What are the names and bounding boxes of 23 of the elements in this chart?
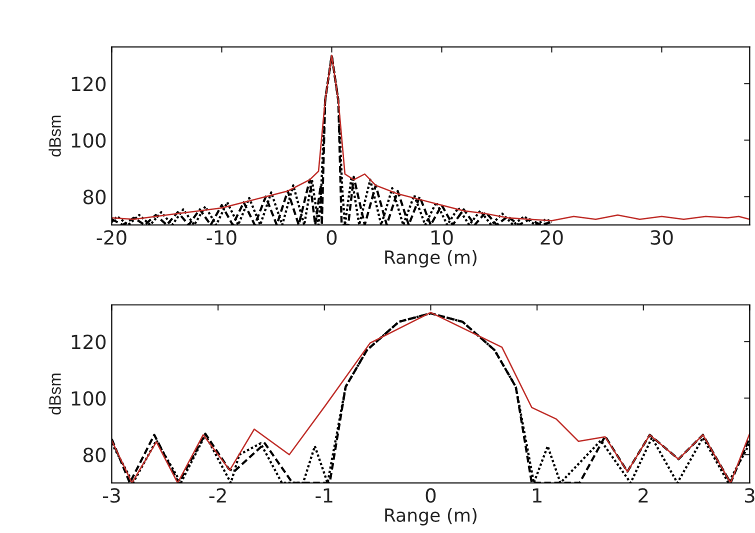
y-axis-title: dBsm (48, 116, 61, 157)
x-axis-title: Range (m) (385, 508, 476, 526)
y-tick-label: 100 (72, 391, 106, 406)
x-tick-label: -3 (103, 488, 120, 503)
y-tick-label: 120 (72, 334, 106, 350)
x-tick-label: 0 (426, 488, 436, 503)
x-tick-label: -10 (206, 230, 236, 245)
x-tick-label: 20 (540, 230, 563, 245)
y-tick-label: 120 (72, 76, 106, 92)
x-tick-label: 1 (533, 488, 542, 503)
x-tick-label: 10 (431, 230, 453, 245)
y-tick-label: 80 (83, 190, 106, 204)
x-tick-label: 30 (650, 230, 673, 245)
x-tick-label: -1 (316, 488, 332, 503)
x-tick-label: 0 (326, 230, 337, 245)
x-tick-label: 3 (745, 488, 754, 503)
y-tick-label: 80 (83, 448, 106, 462)
x-tick-label: 2 (638, 488, 648, 503)
x-tick-label: -2 (209, 488, 226, 503)
y-tick-label: 100 (72, 133, 106, 148)
x-axis-title: Range (m) (385, 250, 476, 268)
x-tick-label: -20 (96, 230, 126, 245)
y-axis-title: dBsm (48, 374, 61, 414)
